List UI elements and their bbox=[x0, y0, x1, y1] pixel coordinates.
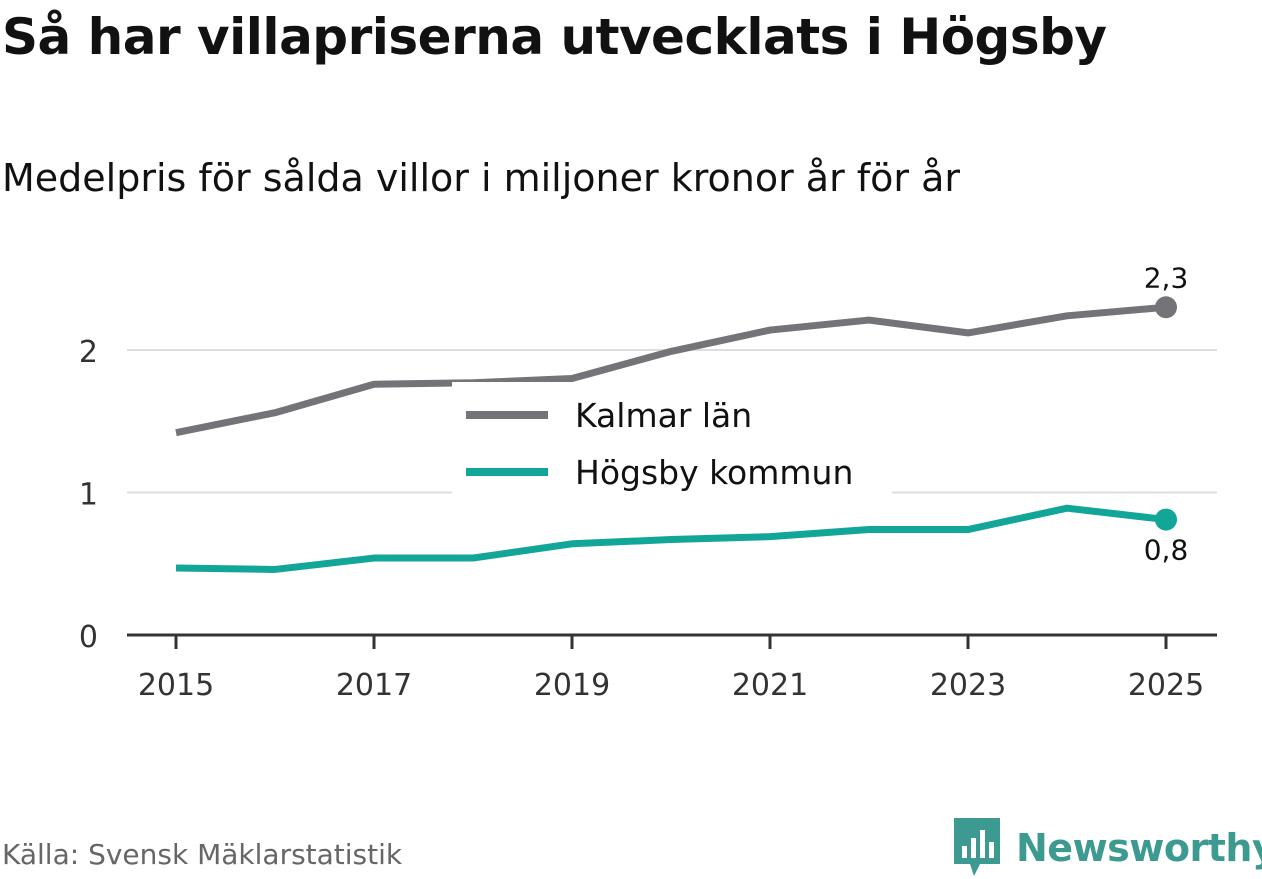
x-tick-labels: 2015 2017 2019 2021 2023 2025 bbox=[138, 668, 1204, 703]
x-tick-label: 2021 bbox=[732, 668, 808, 703]
y-tick-label: 1 bbox=[79, 478, 98, 513]
series-end-point-0 bbox=[1155, 296, 1177, 319]
source-note: Källa: Svensk Mäklarstatistik bbox=[2, 838, 403, 871]
x-tick-label: 2019 bbox=[534, 668, 610, 703]
x-tick-label: 2025 bbox=[1128, 668, 1204, 703]
legend-label-1: Högsby kommun bbox=[575, 453, 853, 492]
series-lines: 2,3 0,8 bbox=[175, 261, 1189, 573]
y-tick-labels: 0 1 2 bbox=[79, 335, 98, 655]
brand-name: Newsworthy bbox=[1016, 826, 1262, 870]
x-axis bbox=[127, 633, 1217, 649]
series-end-label-1: 0,8 bbox=[1144, 534, 1189, 567]
x-tick-label: 2017 bbox=[336, 668, 412, 703]
series-end-label-0: 2,3 bbox=[1144, 261, 1189, 294]
series-line-0 bbox=[175, 303, 1167, 437]
x-tick-label: 2023 bbox=[930, 668, 1006, 703]
series-end-point-1 bbox=[1155, 508, 1177, 531]
brand-logo: Newsworthy bbox=[952, 818, 1262, 878]
legend: Kalmar län Högsby kommun bbox=[452, 382, 892, 494]
series-line-1 bbox=[175, 504, 1167, 573]
line-chart: 0 1 2 2015 2017 2019 2021 2023 2025 2,3 0,8 Kalm… bbox=[79, 261, 1217, 703]
bar-chart-badge-icon bbox=[954, 818, 1000, 876]
y-tick-label: 2 bbox=[79, 335, 98, 370]
y-tick-label: 0 bbox=[79, 620, 98, 655]
chart-title: Så har villapriserna utvecklats i Högsby bbox=[2, 8, 1107, 66]
chart-subtitle: Medelpris för sålda villor i miljoner kr… bbox=[2, 156, 961, 200]
legend-label-0: Kalmar län bbox=[575, 396, 752, 435]
x-tick-label: 2015 bbox=[138, 668, 214, 703]
